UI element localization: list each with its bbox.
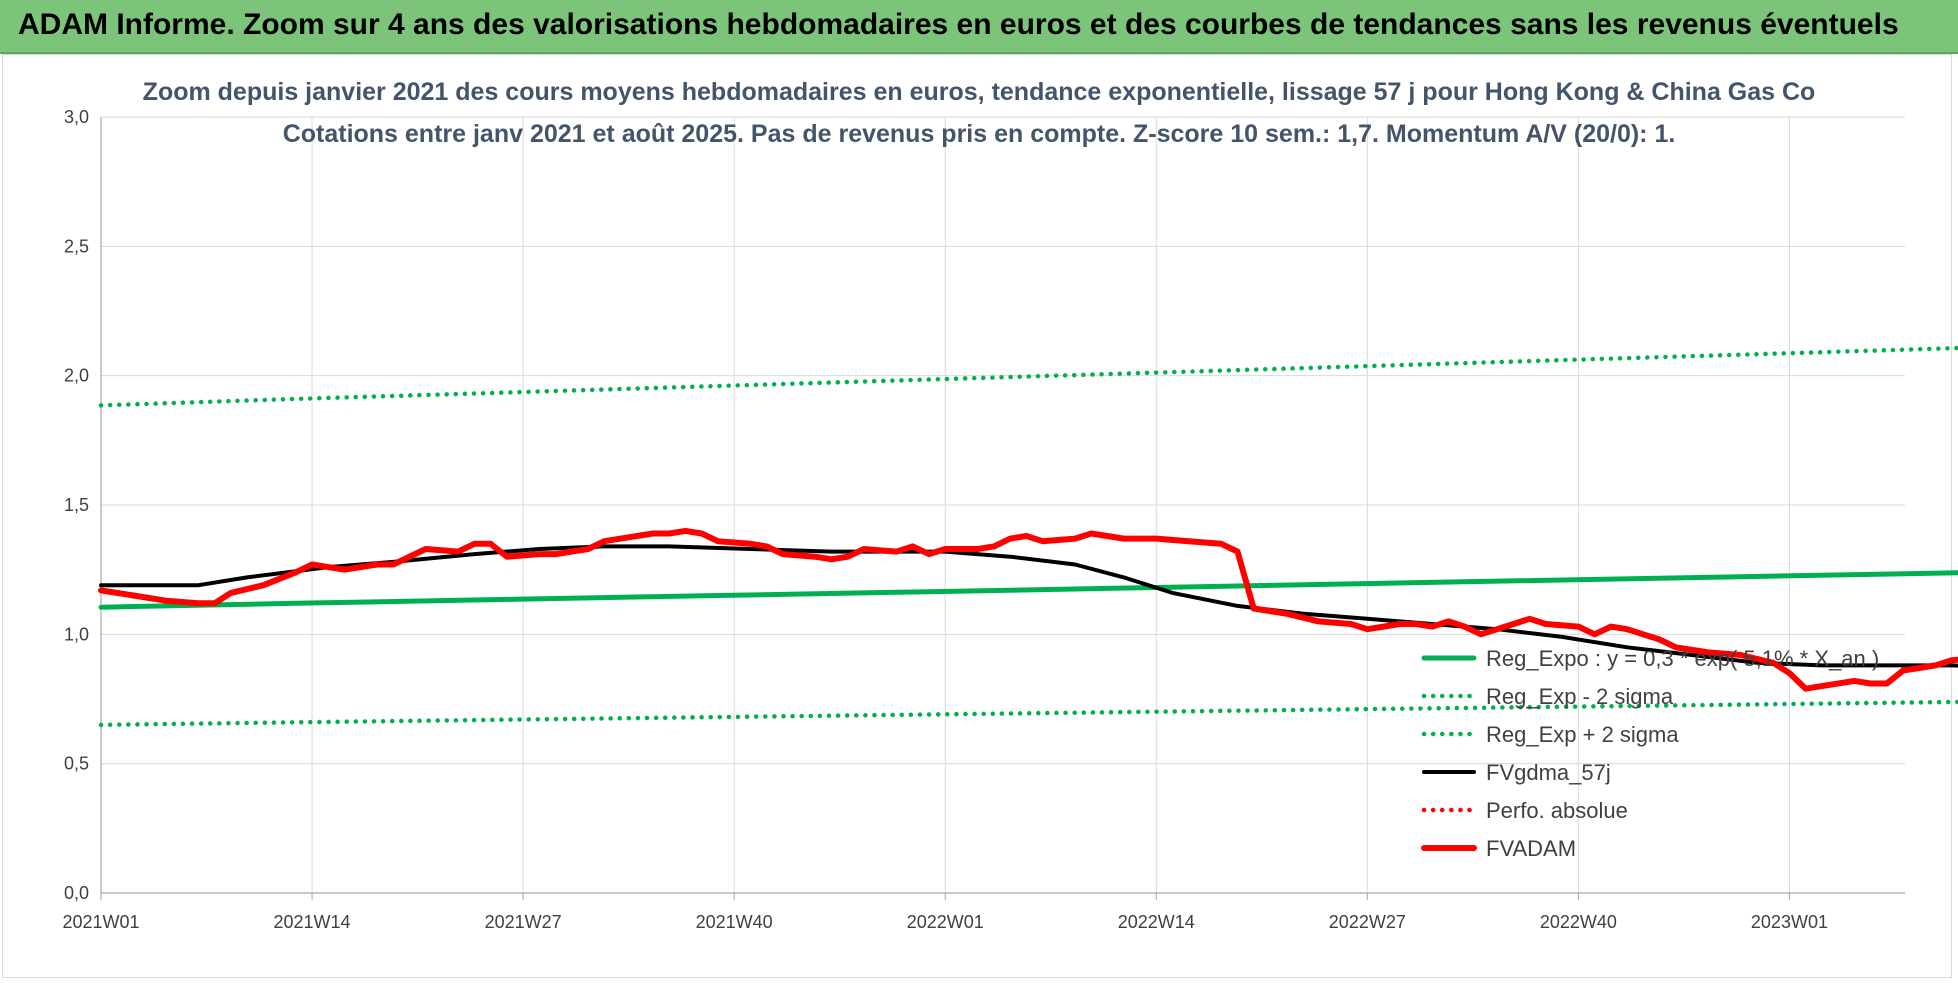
report-banner: ADAM Informe. Zoom sur 4 ans des valoris…	[0, 0, 1958, 54]
y-tick-label: 2,5	[64, 236, 89, 256]
x-tick-label: 2021W01	[62, 912, 139, 932]
series-layer	[98, 345, 1958, 728]
x-tick-label: 2023W01	[1751, 912, 1828, 932]
chart-titles: Zoom depuis janvier 2021 des cours moyen…	[143, 78, 1816, 148]
series-line-fvadam	[98, 527, 1958, 692]
legend-label-fvgdma-57j: FVgdma_57j	[1486, 760, 1611, 785]
x-tick-label: 2022W01	[907, 912, 984, 932]
y-tick-label: 1,5	[64, 495, 89, 515]
report-title: ADAM Informe. Zoom sur 4 ans des valoris…	[18, 8, 1899, 41]
legend-label-reg-exp-2-sigma: Reg_Exp + 2 sigma	[1486, 722, 1679, 747]
legend-label-fvadam: FVADAM	[1486, 836, 1576, 861]
legend-label-reg-exp-2-sigma: Reg_Exp - 2 sigma	[1486, 684, 1674, 709]
y-tick-label: 2,0	[64, 366, 89, 386]
gridlines	[100, 116, 1905, 894]
legend-label-perfo-absolue: Perfo. absolue	[1486, 798, 1628, 823]
series-line-reg-exp-2-sigma	[98, 699, 1958, 728]
x-tick-label: 2021W40	[696, 912, 773, 932]
series-line-reg-expo-y-0-3-exp-5-1-x-an	[98, 570, 1958, 610]
legend: Reg_Expo : y = 0,3 * exp( 5,1% * X_an ) R…	[1421, 646, 1879, 861]
axes: 0,0 0,5 1,0 1,5 2,0 2,5 3,0 2021W01 2021W14 2021W…	[62, 107, 1905, 932]
series-line-reg-exp-2-sigma	[98, 345, 1958, 408]
y-tick-label: 0,5	[64, 754, 89, 774]
series-line-fvgdma-57j	[99, 544, 1958, 668]
y-tick-label: 3,0	[64, 107, 89, 127]
y-tick-label: 0,0	[64, 883, 89, 903]
chart-title: Zoom depuis janvier 2021 des cours moyen…	[143, 78, 1816, 106]
y-tick-label: 1,0	[64, 624, 89, 644]
chart-subtitle: Cotations entre janv 2021 et août 2025. …	[283, 120, 1676, 148]
chart-area-border	[2, 54, 1952, 978]
x-tick-label: 2021W14	[274, 912, 351, 932]
x-tick-label: 2022W27	[1329, 912, 1406, 932]
x-tick-label: 2022W14	[1118, 912, 1195, 932]
x-tick-label: 2022W40	[1540, 912, 1617, 932]
x-tick-label: 2021W27	[485, 912, 562, 932]
legend-label-reg-expo-y-0-3-exp-5-1-x-an: Reg_Expo : y = 0,3 * exp( 5,1% * X_an )	[1486, 646, 1879, 671]
